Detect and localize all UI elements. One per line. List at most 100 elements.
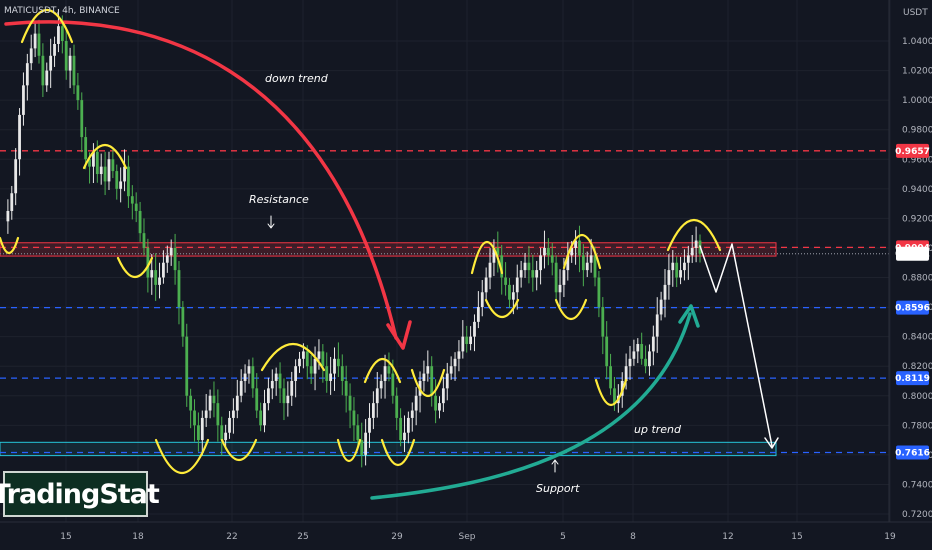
badge-support — [896, 445, 929, 460]
candle-body — [628, 358, 632, 367]
candle-body — [294, 366, 298, 381]
candle-body — [235, 395, 239, 411]
candle-body — [371, 403, 375, 418]
y-tick-label: 0.8400 — [902, 333, 932, 343]
candle-body — [41, 55, 45, 86]
y-tick-label: 1.0200 — [902, 67, 932, 77]
badge-current-price — [896, 246, 929, 261]
candle-body — [92, 151, 95, 167]
y-tick-label: 1.0000 — [902, 96, 932, 106]
candle-body — [387, 366, 391, 374]
candle-body — [53, 43, 56, 56]
candle-body — [519, 270, 523, 278]
y-tick-label: 0.9800 — [902, 126, 932, 136]
candles[interactable] — [6, 9, 702, 468]
candle-body — [158, 277, 161, 285]
candle-body — [694, 240, 698, 248]
candle-body — [441, 388, 445, 404]
candle-body — [578, 240, 581, 256]
candle-body — [438, 403, 441, 411]
candle-body — [348, 395, 352, 411]
candle-body — [232, 410, 235, 418]
candle-body — [88, 159, 91, 167]
candle-body — [154, 270, 158, 285]
candle-body — [496, 247, 500, 256]
candle-body — [169, 247, 173, 256]
candle-body — [228, 417, 231, 433]
candle-body — [605, 336, 609, 367]
candle-body — [690, 247, 694, 256]
candle-body — [434, 395, 437, 411]
candle-body — [84, 137, 88, 160]
x-tick-label: 22 — [226, 532, 237, 542]
candle-body — [368, 417, 371, 433]
down-trend-arrowhead — [386, 320, 412, 350]
badge-label-level-blue-2: 0.8119 — [895, 374, 930, 384]
candle-body — [274, 373, 278, 381]
candle-body — [18, 114, 21, 160]
y-tick-label: 0.9600 — [902, 155, 932, 165]
candle-body — [465, 336, 469, 345]
candle-body — [539, 255, 542, 271]
price-levels — [0, 150, 889, 454]
candle-body — [251, 366, 255, 389]
candle-body — [585, 262, 589, 271]
top-arc — [562, 234, 602, 270]
watermark-text: TradingStat — [0, 478, 160, 510]
projection-arrowhead — [764, 437, 779, 449]
bottom-arc — [154, 438, 210, 474]
candle-body — [461, 336, 465, 352]
top-arc — [470, 240, 504, 275]
candle-body — [655, 314, 659, 337]
candle-body — [667, 270, 671, 285]
bottom-arc — [336, 438, 362, 462]
candle-body — [422, 373, 426, 381]
time-axis[interactable]: 15 18 22 25 29 Sep 5 8 12 15 19 — [60, 532, 896, 542]
candle-body — [33, 33, 37, 49]
candle-body — [270, 380, 274, 389]
candle-body — [107, 159, 111, 182]
candle-body — [484, 277, 488, 293]
candle-body — [574, 240, 577, 248]
candle-body — [45, 70, 49, 86]
candle-body — [624, 366, 628, 381]
currency-label: USDT — [903, 8, 928, 18]
candle-body — [686, 255, 690, 263]
top-arc — [82, 143, 128, 170]
candle-body — [6, 210, 10, 222]
candle-body — [675, 262, 679, 278]
candle-body — [403, 432, 406, 441]
candle-body — [562, 270, 566, 285]
candle-body — [193, 410, 196, 426]
candle-body — [543, 247, 546, 256]
top-arc — [363, 358, 402, 384]
candle-body — [80, 100, 84, 138]
support-pointer — [551, 459, 559, 473]
annotation-labels: down trend Resistance up trend Support — [249, 72, 682, 495]
candle-body — [531, 270, 535, 278]
candle-body — [278, 373, 282, 389]
candle-body — [76, 85, 80, 101]
candle-body — [406, 417, 410, 433]
candle-body — [301, 351, 305, 359]
candle-body — [177, 270, 181, 308]
candle-body — [290, 380, 294, 396]
candle-body — [360, 440, 364, 455]
candle-body — [453, 358, 457, 367]
candle-body — [636, 344, 640, 352]
candle-body — [189, 395, 193, 411]
x-tick-label: 5 — [560, 532, 566, 542]
bottom-arc — [116, 256, 154, 278]
candle-body — [523, 262, 527, 271]
support-label: Support — [536, 482, 580, 495]
candle-body — [473, 321, 476, 337]
candle-body — [68, 55, 72, 71]
badge-level-blue-1 — [896, 300, 929, 315]
candle-body — [29, 48, 33, 64]
candle-body — [146, 247, 150, 278]
candle-body — [208, 395, 212, 411]
candle-body — [305, 351, 309, 367]
up-trend-arrowhead — [678, 304, 700, 328]
